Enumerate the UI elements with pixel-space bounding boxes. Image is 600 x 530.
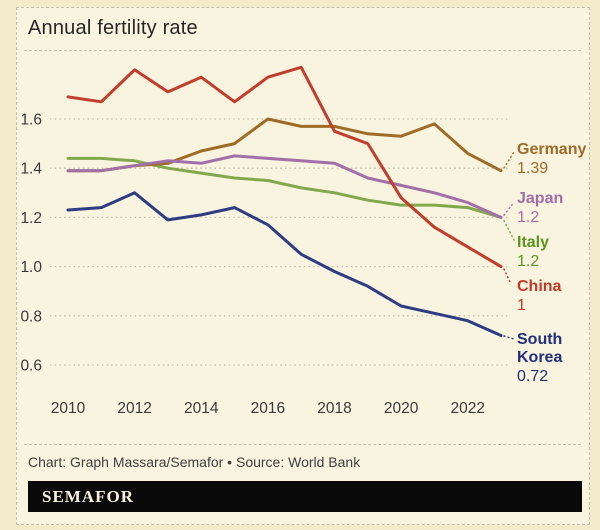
line-italy (66, 156, 503, 219)
y-tick-1.6: 1.6 (20, 112, 42, 129)
x-tick-2018: 2018 (317, 400, 351, 417)
line-south-korea (66, 191, 503, 337)
x-tick-2022: 2022 (450, 400, 484, 417)
title-divider (24, 50, 581, 51)
semafor-logo-bar: SEMAFOR (28, 481, 582, 512)
y-tick-0.8: 0.8 (20, 308, 42, 325)
credit-text: Chart: Graph Massara/Semafor • Source: W… (28, 454, 361, 470)
leader-japan (503, 201, 515, 216)
y-tick-1.4: 1.4 (20, 161, 42, 178)
semafor-logo-text: SEMAFOR (42, 486, 134, 506)
credit-divider (24, 444, 581, 445)
y-tick-1.2: 1.2 (20, 210, 42, 227)
leader-china (503, 268, 512, 285)
leader-south-korea (503, 335, 515, 340)
y-tick-1.0: 1.0 (20, 259, 42, 276)
leader-italy (503, 220, 515, 241)
leader-germany (503, 151, 515, 169)
x-tick-2020: 2020 (384, 400, 419, 417)
x-tick-2012: 2012 (117, 400, 151, 417)
x-tick-2016: 2016 (251, 400, 285, 417)
line-germany (66, 117, 503, 173)
x-tick-2010: 2010 (51, 400, 86, 417)
y-tick-0.6: 0.6 (20, 358, 42, 375)
line-china (66, 65, 503, 269)
line-japan (66, 154, 503, 219)
chart-title: Annual fertility rate (28, 17, 198, 39)
x-tick-2014: 2014 (184, 400, 219, 417)
